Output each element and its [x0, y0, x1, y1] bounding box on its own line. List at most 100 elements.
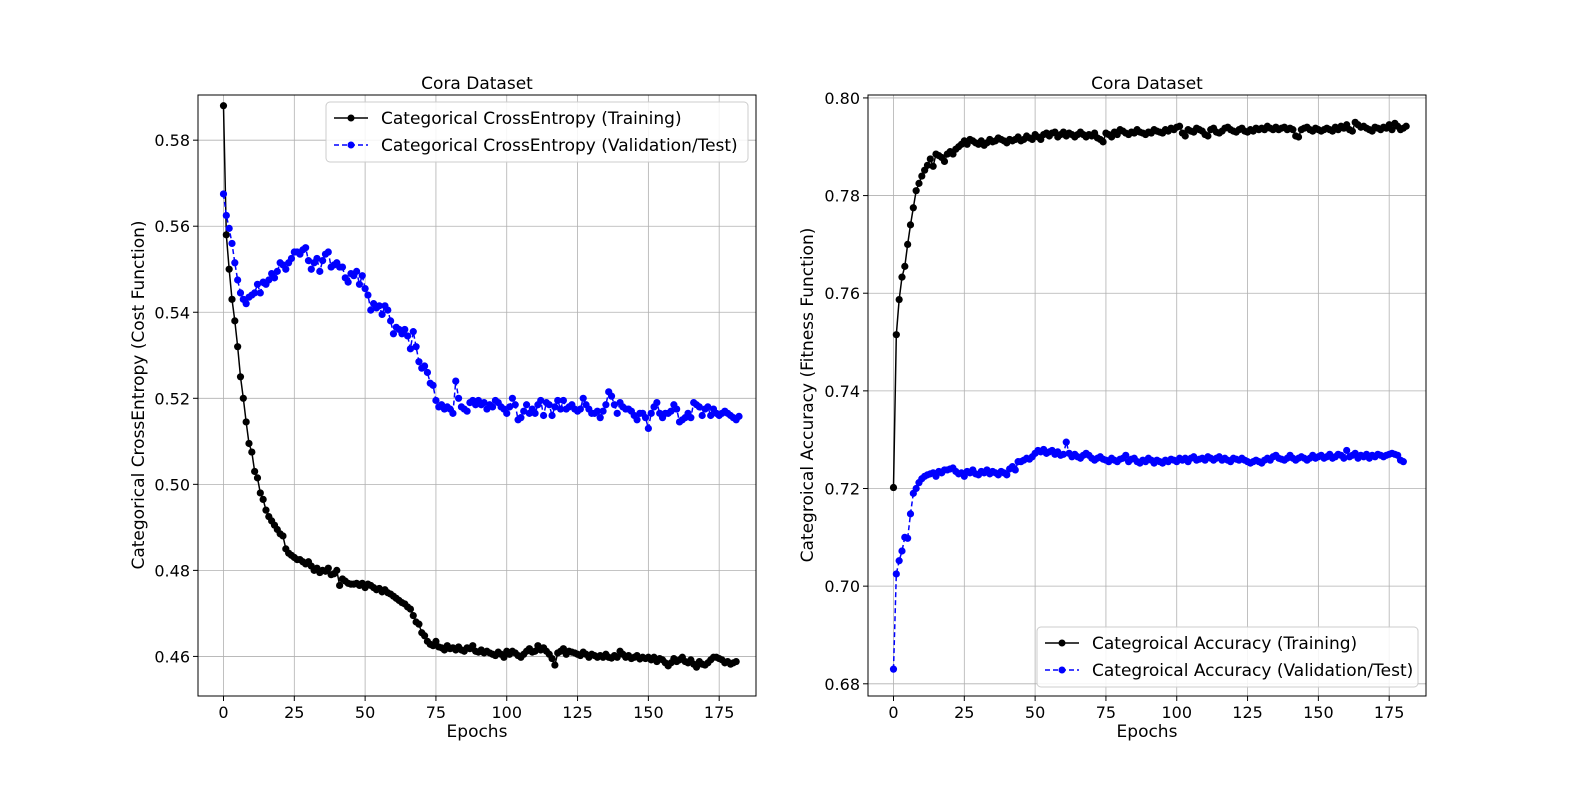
y-tick-label: 0.78: [824, 187, 860, 206]
legend: Categorical CrossEntropy (Training) Cate…: [325, 101, 749, 163]
series-markers-1: [219, 190, 743, 433]
data-point: [647, 409, 655, 417]
legend-label-training: Categroical Accuracy (Training): [1092, 634, 1357, 654]
data-point: [1402, 122, 1410, 130]
data-point: [282, 265, 290, 273]
data-point: [319, 257, 327, 265]
x-tick-label: 0: [888, 703, 898, 722]
x-tick-label: 100: [491, 703, 522, 722]
data-point: [358, 272, 366, 280]
y-tick-label: 0.74: [824, 382, 860, 401]
data-point: [904, 240, 912, 248]
data-point: [1348, 127, 1356, 135]
data-point: [219, 190, 228, 198]
data-point: [889, 665, 898, 673]
x-tick-label: 175: [704, 703, 735, 722]
plot-area: [219, 102, 743, 671]
data-point: [613, 409, 621, 417]
x-axis-label: Epochs: [447, 722, 508, 742]
x-tick-label: 75: [426, 703, 446, 722]
data-point: [610, 401, 618, 409]
y-tick-label: 0.56: [154, 217, 190, 236]
data-point: [653, 399, 661, 407]
data-point: [401, 325, 409, 334]
data-point: [270, 274, 279, 282]
data-point: [429, 381, 437, 389]
data-point: [375, 302, 383, 310]
data-point: [259, 495, 267, 503]
data-point: [898, 273, 906, 281]
x-tick-label: 150: [633, 703, 664, 722]
legend-label-validation: Categorical CrossEntropy (Validation/Tes…: [381, 136, 738, 156]
axes-frame: [197, 94, 757, 697]
data-point: [898, 547, 906, 555]
data-point: [556, 405, 565, 413]
data-point: [262, 506, 270, 514]
data-point: [517, 414, 525, 422]
data-point: [265, 276, 273, 284]
data-point: [480, 399, 488, 407]
data-point: [644, 424, 652, 433]
y-tick-label: 0.54: [154, 303, 190, 322]
data-point: [1059, 450, 1068, 458]
x-tick-label: 50: [1025, 703, 1045, 722]
data-point: [404, 332, 412, 340]
data-point: [251, 467, 259, 476]
data-point: [732, 657, 740, 666]
data-point: [421, 632, 429, 640]
data-point: [559, 645, 567, 653]
data-point: [378, 310, 386, 319]
series-markers-1: [889, 438, 1407, 673]
data-point: [940, 157, 949, 165]
legend-marker-validation: [1058, 666, 1066, 674]
series-markers-0: [889, 118, 1410, 492]
data-point: [687, 414, 695, 422]
data-point: [548, 411, 556, 420]
data-point: [454, 394, 463, 402]
data-point: [253, 474, 262, 482]
data-point: [253, 280, 262, 288]
data-point: [313, 254, 321, 263]
data-point: [906, 510, 915, 518]
data-point: [895, 295, 903, 304]
data-point: [406, 345, 415, 353]
legend-marker-training: [347, 114, 355, 122]
y-tick-label: 0.70: [824, 577, 860, 596]
data-point: [231, 259, 239, 267]
data-point: [242, 418, 250, 426]
data-point: [695, 403, 703, 411]
legend-marker-validation: [347, 141, 355, 149]
ticks: 0 25 50 75 100 125 150 175 0.68 0.70 0.72 0.74 0.76 0…: [824, 89, 1404, 722]
data-point: [344, 278, 352, 286]
data-point: [316, 267, 324, 275]
data-point: [412, 343, 420, 351]
data-point: [1003, 471, 1011, 479]
data-point: [353, 267, 361, 275]
crossentropy-chart: Cora Dataset Epochs Categorical CrossEnt…: [129, 74, 757, 742]
data-point: [228, 239, 236, 248]
data-point: [926, 155, 934, 163]
legend: Categroical Accuracy (Training) Categroi…: [1036, 626, 1419, 688]
data-point: [248, 448, 256, 456]
data-point: [355, 280, 364, 288]
data-point: [406, 605, 415, 613]
data-point: [539, 411, 548, 420]
data-point: [256, 489, 264, 497]
data-point: [239, 394, 247, 402]
data-point: [1340, 454, 1348, 462]
data-point: [242, 300, 250, 308]
data-point: [279, 532, 287, 540]
data-point: [432, 396, 440, 405]
data-point: [912, 187, 920, 195]
data-point: [500, 653, 508, 661]
data-point: [1099, 138, 1107, 146]
data-point: [698, 411, 706, 420]
data-point: [423, 368, 432, 377]
data-point: [324, 248, 332, 256]
data-point: [520, 407, 528, 415]
y-tick-label: 0.76: [824, 284, 860, 303]
data-point: [367, 306, 375, 314]
data-point: [245, 439, 253, 448]
data-point: [596, 414, 604, 422]
data-point: [923, 161, 932, 169]
